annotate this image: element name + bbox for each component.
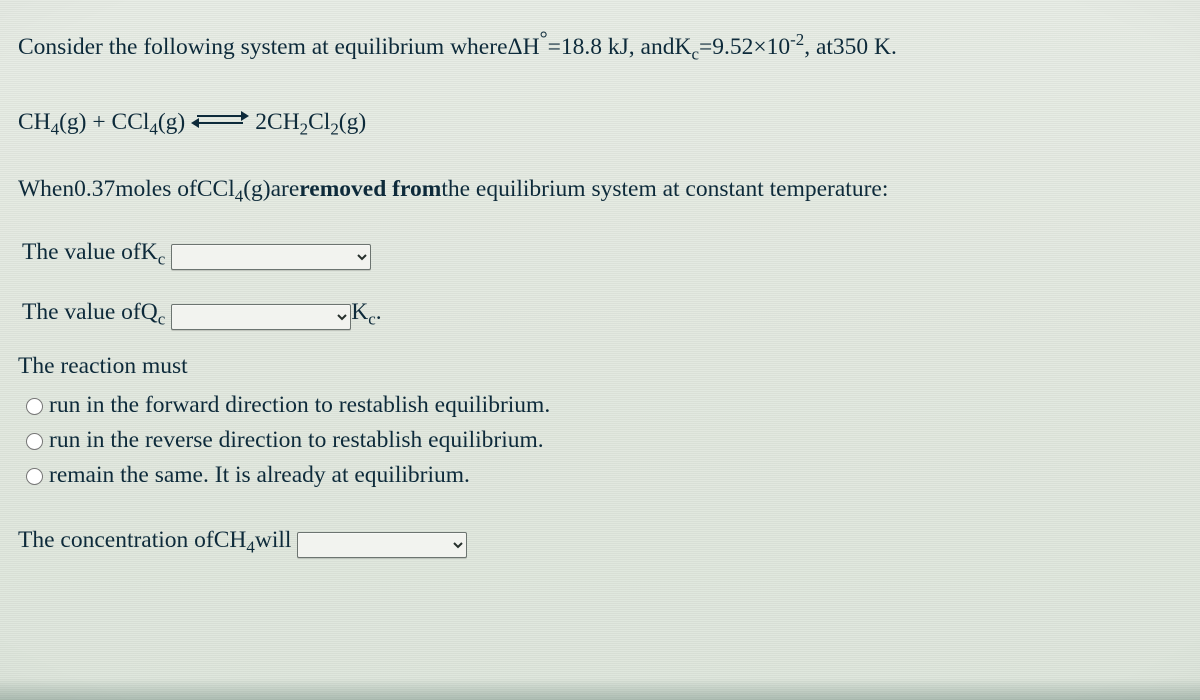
perturb-are: are: [271, 176, 300, 203]
perturbation-line: When 0.37 moles of CCl4(g) are removed f…: [18, 176, 1182, 203]
reaction-must-label: The reaction must: [18, 353, 188, 380]
conc-ch4-species: CH4: [214, 527, 255, 554]
temperature: 350 K: [833, 34, 891, 61]
intro-and: , and: [629, 34, 675, 61]
delta-h-symbol: ΔH°: [508, 34, 548, 61]
equation-rhs: 2CH2Cl2(g): [255, 109, 366, 136]
reaction-must-label-row: The reaction must: [18, 353, 1182, 380]
kc-symbol: Kc: [674, 34, 699, 61]
value-kc-prefix: The value of: [22, 239, 141, 266]
conc-ch4-select[interactable]: [297, 532, 467, 558]
conc-ch4-row: The concentration of CH4 will: [18, 527, 1182, 555]
reaction-option-label-2[interactable]: remain the same. It is already at equili…: [49, 462, 470, 489]
delta-h-value: 18.8 kJ: [561, 34, 629, 61]
reaction-option-radio-0[interactable]: [26, 398, 43, 415]
value-qc-select[interactable]: [171, 304, 351, 330]
reaction-option-label-1[interactable]: run in the reverse direction to restabli…: [49, 427, 544, 454]
kc-value: 9.52×10-2: [712, 34, 804, 61]
bottom-band: [0, 678, 1200, 700]
equation-line: CH4(g) + CCl4(g) 2CH2Cl2(g): [18, 109, 1182, 136]
intro-line: Consider the following system at equilib…: [18, 34, 1182, 61]
equilibrium-arrow-icon: [191, 113, 249, 127]
reaction-option-row: run in the forward direction to restabli…: [18, 388, 1182, 423]
perturb-prefix: When: [18, 176, 74, 203]
intro-prefix: Consider the following system at equilib…: [18, 34, 508, 61]
value-kc-select[interactable]: [171, 244, 371, 270]
intro-eq1: =: [548, 34, 561, 61]
intro-at: , at: [804, 34, 833, 61]
perturb-action: removed from: [299, 176, 441, 203]
perturb-species: CCl4(g): [197, 176, 271, 203]
reaction-option-radio-2[interactable]: [26, 468, 43, 485]
reaction-option-label-0[interactable]: run in the forward direction to restabli…: [49, 392, 550, 419]
perturb-tail: the equilibrium system at constant tempe…: [441, 176, 888, 203]
question-body: Consider the following system at equilib…: [0, 0, 1200, 555]
value-kc-row: The value of Kc: [18, 239, 1182, 267]
conc-ch4-prefix: The concentration of: [18, 527, 214, 554]
reaction-must-radio-group: run in the forward direction to restabli…: [18, 388, 1182, 493]
intro-eq2: =: [699, 34, 712, 61]
value-qc-prefix: The value of: [22, 299, 141, 326]
conc-ch4-suffix: will: [255, 527, 292, 554]
reaction-option-row: remain the same. It is already at equili…: [18, 458, 1182, 493]
perturb-mid: moles of: [115, 176, 197, 203]
reaction-option-row: run in the reverse direction to restabli…: [18, 423, 1182, 458]
value-qc-symbol: Qc: [141, 299, 166, 326]
intro-period: .: [891, 34, 897, 61]
reaction-option-radio-1[interactable]: [26, 433, 43, 450]
value-qc-row: The value of Qc Kc.: [18, 299, 1182, 327]
perturb-moles: 0.37: [74, 176, 115, 203]
value-kc-symbol: Kc: [141, 239, 166, 266]
equation-lhs: CH4(g) + CCl4(g): [18, 109, 185, 136]
value-qc-suffix: Kc.: [351, 299, 381, 326]
